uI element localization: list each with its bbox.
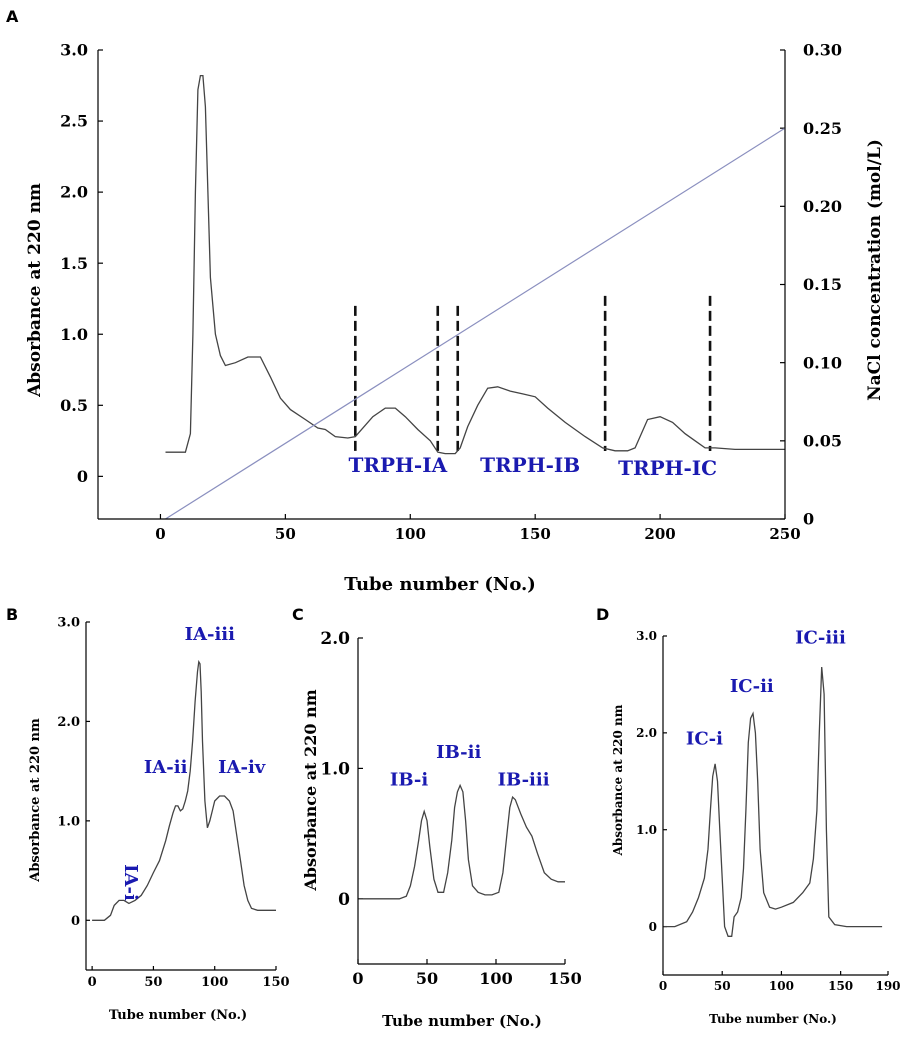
peak-label: TRPH-IA [348, 453, 447, 477]
panel-a-chart: A 00.51.01.52.02.53.0 00.050.100.150.200… [6, 7, 885, 595]
absorbance-trace [165, 74, 785, 455]
y2-tick-label: 0.20 [803, 197, 842, 216]
peak-label: IC-ii [730, 676, 774, 697]
x-tick-label: 0 [88, 975, 97, 990]
x-tick-label: 0 [352, 969, 363, 988]
peak-label: IB-iii [498, 769, 550, 790]
panel-c-letter: C [292, 605, 304, 624]
y-tick-label: 1.0 [320, 759, 350, 779]
y-tick-label: 2.0 [320, 629, 350, 649]
panel-a-y-ticks: 0 0.5 1.0 1.5 2.0 2.5 3.0 [60, 41, 103, 486]
y2-tick-label: 0.10 [803, 353, 842, 372]
peak-label: IA-iv [218, 757, 266, 778]
peak-label: IC-iii [795, 628, 846, 649]
y-tick-label: 2.0 [636, 726, 657, 740]
y-tick-label: 0 [77, 467, 88, 486]
x-tick-label: 100 [479, 969, 512, 988]
x-tick-label: 150 [262, 975, 289, 990]
panel-a-y-axis-title: Absorbance at 220 nm [25, 183, 45, 398]
panel-d-letter: D [596, 605, 609, 624]
y-tick-label: 1.0 [60, 325, 88, 344]
y-tick-label: 1.0 [636, 823, 657, 837]
panel-c-x-axis-title: Tube number (No.) [382, 1012, 542, 1030]
y-tick-label: 2.0 [60, 183, 88, 202]
panel-d-x-axis-title: Tube number (No.) [709, 1012, 837, 1026]
y-tick-label: 2.0 [57, 715, 80, 730]
panel-c-annotations: IB-i IB-ii IB-iii [390, 742, 550, 790]
nacl-gradient-line [165, 127, 786, 520]
y-tick-label: 1.0 [57, 814, 80, 829]
x-tick-label: 150 [548, 969, 581, 988]
panel-d-series [663, 666, 883, 937]
panel-a-annotations: TRPH-IA TRPH-IB TRPH-IC [348, 453, 717, 480]
x-tick-label: 0 [155, 525, 165, 543]
x-tick-label: 0 [659, 979, 667, 993]
y-tick-label: 0 [71, 914, 80, 929]
x-tick-label: 100 [395, 525, 426, 543]
panel-a-letter: A [6, 7, 19, 26]
panel-d-y-axis-title: Absorbance at 220 nm [611, 704, 625, 856]
panel-c-x-ticks: 0 50 100 150 [352, 959, 582, 988]
panel-c-chart: C 0 1.0 2.0 0 50 100 150 IB-i IB-ii IB-iii Abso… [292, 605, 582, 1030]
y-tick-label: 0 [338, 890, 350, 910]
x-tick-label: 150 [520, 525, 551, 543]
peak-label: IA-ii [144, 757, 188, 778]
panel-c-series [358, 783, 565, 900]
x-tick-label: 250 [769, 525, 800, 543]
panel-a-y2-ticks: 0 0.05 0.10 0.15 0.20 0.25 0.30 [780, 41, 842, 529]
absorbance-trace [358, 783, 565, 900]
x-tick-label: 50 [275, 525, 296, 543]
y2-tick-label: 0.30 [803, 41, 842, 60]
panel-b-x-axis-title: Tube number (No.) [109, 1008, 247, 1023]
panel-b-x-ticks: 0 50 100 150 [88, 966, 290, 990]
y-tick-label: 0 [649, 920, 657, 934]
panel-d-annotations: IC-i IC-ii IC-iii [686, 628, 846, 750]
y-tick-label: 2.5 [60, 112, 88, 131]
y2-tick-label: 0 [803, 510, 814, 529]
y-tick-label: 1.5 [60, 254, 88, 273]
x-tick-label: 100 [769, 979, 794, 993]
panel-d-chart: D 0 1.0 2.0 3.0 0 50 100 150 190 IC-i IC-ii IC-ii… [596, 605, 901, 1026]
x-tick-label: 50 [144, 975, 162, 990]
peak-label: TRPH-IC [618, 456, 717, 480]
y2-tick-label: 0.15 [803, 275, 842, 294]
panel-c-y-axis-title: Absorbance at 220 nm [301, 689, 320, 891]
y-tick-label: 3.0 [636, 629, 657, 643]
absorbance-trace [663, 666, 883, 937]
peak-label: IB-i [390, 769, 428, 790]
x-tick-label: 50 [416, 969, 438, 988]
panel-d-x-ticks: 0 50 100 150 190 [659, 971, 901, 993]
y2-tick-label: 0.05 [803, 431, 842, 450]
x-tick-label: 200 [644, 525, 675, 543]
y2-tick-label: 0.25 [803, 119, 842, 138]
panel-c-y-ticks: 0 1.0 2.0 [320, 629, 363, 910]
panel-a-fraction-boundaries [354, 295, 712, 451]
absorbance-trace [92, 659, 276, 921]
panel-d-y-ticks: 0 1.0 2.0 3.0 [636, 629, 667, 934]
y-tick-label: 3.0 [57, 616, 80, 631]
peak-label: IC-i [686, 728, 723, 749]
peak-label: TRPH-IB [480, 453, 580, 477]
panel-b-y-axis-title: Absorbance at 220 nm [28, 718, 43, 883]
panel-b-y-ticks: 0 1.0 2.0 3.0 [57, 616, 90, 929]
y-tick-label: 0.5 [60, 396, 88, 415]
x-tick-label: 50 [714, 979, 731, 993]
panel-b-letter: B [6, 605, 18, 624]
x-tick-label: 190 [875, 979, 900, 993]
panel-b-chart: B 01.02.03.0 0 50 100 150 IA-iIA-iiIA-iiiIA… [6, 605, 290, 1023]
peak-label: IB-ii [436, 742, 481, 763]
x-tick-label: 150 [828, 979, 853, 993]
panel-b-series [92, 659, 276, 921]
panel-a-x-ticks: 0 50 100 150 200 250 [155, 514, 801, 543]
panel-a-x-axis-title: Tube number (No.) [344, 574, 536, 595]
panel-b-annotations: IA-i IA-ii IA-iii IA-iv [120, 624, 266, 901]
y-tick-label: 3.0 [60, 41, 88, 60]
panel-a-y2-axis-title: NaCl concentration (mol/L) [865, 139, 885, 401]
peak-label: IA-iii [185, 624, 236, 645]
x-tick-label: 100 [201, 975, 228, 990]
peak-label: IA-i [120, 864, 141, 901]
panel-a-series [165, 74, 786, 520]
